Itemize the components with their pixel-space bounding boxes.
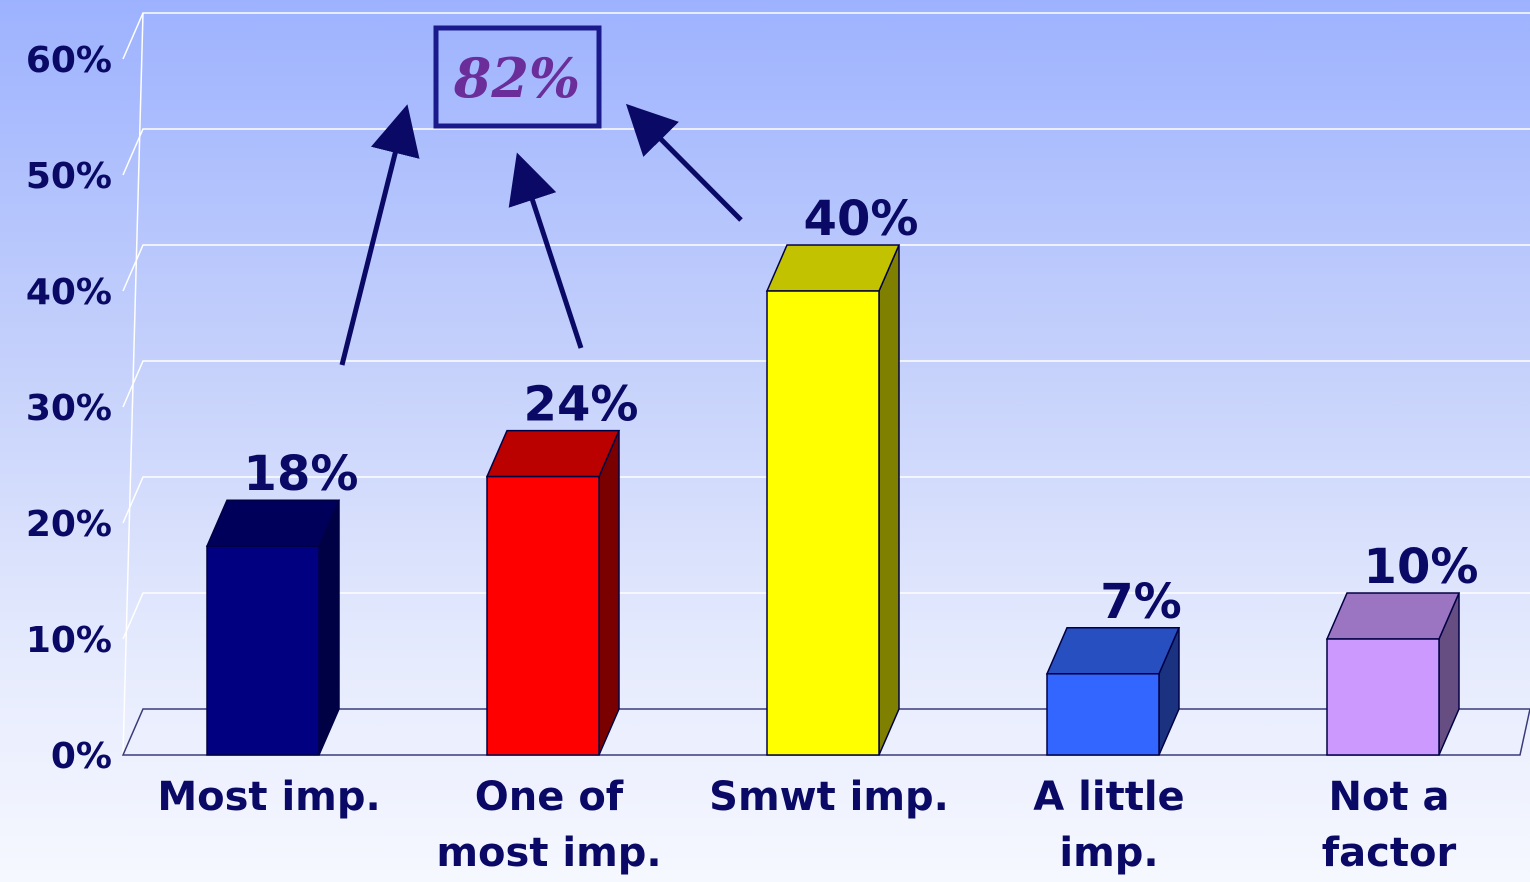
- y-tick-label: 0%: [51, 736, 112, 777]
- bar-front: [766, 290, 880, 756]
- bar: [485, 429, 621, 756]
- y-axis-ticks: 0% 10% 20% 30% 40% 50% 60%: [26, 40, 112, 777]
- bar: [1325, 592, 1461, 756]
- category-label: Most imp.: [157, 774, 380, 820]
- category-label: Not a factor: [1322, 774, 1457, 876]
- bar-side: [878, 244, 900, 756]
- gridline: [122, 592, 1530, 640]
- category-label: A little imp.: [1033, 774, 1184, 876]
- gridline: [122, 12, 1530, 60]
- data-label: 10%: [1364, 539, 1479, 595]
- gridlines: [121, 12, 1530, 756]
- y-tick-label: 60%: [26, 40, 112, 81]
- callout-arrow-one-of-most-imp: [508, 152, 584, 349]
- y-tick-label: 50%: [26, 156, 112, 197]
- data-label: 18%: [244, 446, 359, 502]
- callout-arrow-most-imp: [339, 104, 420, 366]
- bar-front: [1046, 673, 1160, 756]
- bar-top: [205, 499, 341, 547]
- category-label: One of most imp.: [436, 774, 661, 876]
- callout-box: [433, 25, 602, 129]
- gridline: [122, 476, 1530, 524]
- gridline: [122, 360, 1530, 408]
- bar-top: [1325, 592, 1461, 640]
- bar-front: [486, 475, 600, 756]
- y-tick-label: 40%: [26, 272, 112, 313]
- bar-top: [485, 429, 621, 478]
- bar-side: [598, 430, 620, 756]
- data-label: 40%: [804, 191, 919, 247]
- data-label: 24%: [524, 377, 639, 433]
- callout-arrow-smwt-imp: [625, 103, 743, 222]
- gridline: [122, 244, 1530, 292]
- callout-text: 82%: [453, 46, 580, 110]
- bar: [205, 499, 341, 756]
- callout: 82%: [339, 25, 743, 366]
- bar-top: [1045, 627, 1181, 675]
- bar: [765, 244, 901, 756]
- bars: [205, 244, 1461, 756]
- category-label: Smwt imp.: [709, 774, 949, 820]
- bar-front: [1326, 638, 1440, 756]
- bar: [1045, 627, 1181, 756]
- data-labels: 18% 24% 40% 7% 10%: [244, 191, 1479, 630]
- bar-front: [206, 545, 320, 756]
- data-label: 7%: [1100, 574, 1182, 630]
- gridline: [122, 128, 1530, 176]
- bar-top: [765, 244, 901, 292]
- y-tick-label: 30%: [26, 388, 112, 429]
- x-axis-categories: Most imp. One of most imp. Smwt imp. A littl…: [157, 774, 1456, 876]
- y-tick-label: 20%: [26, 504, 112, 545]
- y-tick-label: 10%: [26, 620, 112, 661]
